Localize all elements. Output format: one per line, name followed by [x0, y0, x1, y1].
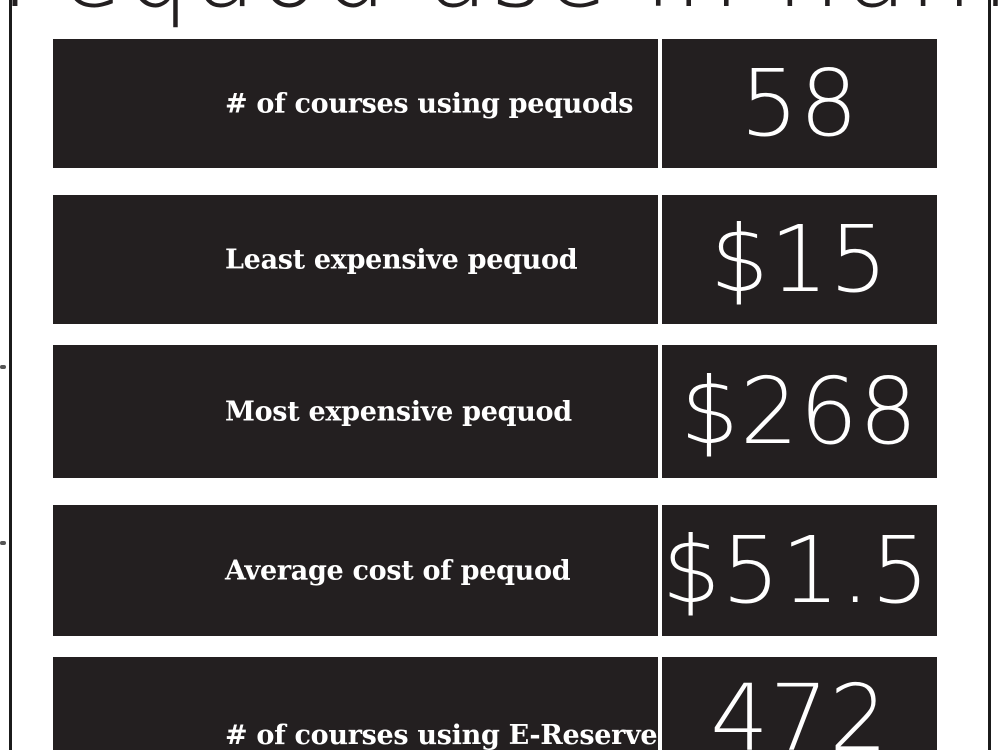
stat-row-average-cost: Average cost of pequod $51.59: [53, 505, 990, 636]
stat-value-cell: $268: [662, 345, 937, 478]
page-title: Pequod use in numbers: [0, 0, 1000, 23]
stat-label-cell: # of courses using E-Reserves: [53, 657, 673, 750]
stat-label-cell: Most expensive pequod: [53, 345, 658, 478]
stat-value: $51.59: [662, 516, 990, 624]
stat-label: Most expensive pequod: [225, 396, 572, 427]
stat-value-cell: $51.59: [662, 505, 990, 636]
stat-label: # of courses using pequods: [225, 88, 634, 119]
stat-value-cell: $15: [662, 195, 937, 324]
stat-value: 58: [739, 49, 860, 157]
stat-label: # of courses using E-Reserves: [225, 720, 673, 750]
stat-label-cell: # of courses using pequods: [53, 39, 658, 168]
stat-row-courses-using-e-reserves: # of courses using E-Reserves 472: [53, 657, 937, 750]
stat-value: 472: [710, 665, 889, 750]
stat-value-cell: 472: [662, 657, 937, 750]
frame-border-right: [988, 0, 991, 750]
edge-mark: [0, 365, 6, 369]
stat-label: Average cost of pequod: [225, 555, 571, 586]
frame-border-left: [9, 0, 12, 750]
stat-label-cell: Least expensive pequod: [53, 195, 658, 324]
stat-row-least-expensive: Least expensive pequod $15: [53, 195, 937, 324]
stat-value: $15: [710, 205, 889, 313]
stat-row-most-expensive: Most expensive pequod $268: [53, 345, 937, 478]
stat-label-cell: Average cost of pequod: [53, 505, 658, 636]
edge-mark: [0, 541, 6, 545]
stat-label: Least expensive pequod: [225, 244, 578, 275]
stat-value: $268: [680, 357, 919, 465]
stat-row-courses-using-pequods: # of courses using pequods 58: [53, 39, 937, 168]
stat-value-cell: 58: [662, 39, 937, 168]
